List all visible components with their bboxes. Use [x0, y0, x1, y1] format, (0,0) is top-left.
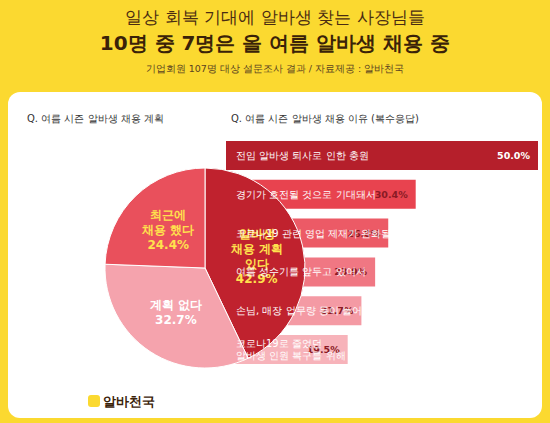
svg-text:24.4%: 24.4%	[147, 238, 189, 252]
svg-text:채용 계획: 채용 계획	[230, 242, 283, 256]
svg-text:코로나19로 줄었던: 코로나19로 줄었던	[236, 338, 322, 349]
svg-text:코로나19 관련 영업 제재가 완화될 것 같아서: 코로나19 관련 영업 제재가 완화될 것 같아서	[236, 228, 438, 239]
html-text:일상 회복 기대에 알바생 찾는 사장님들: 일상 회복 기대에 알바생 찾는 사장님들	[125, 7, 425, 27]
svg-text:채용 했다: 채용 했다	[141, 223, 194, 237]
svg-text:42.9%: 42.9%	[235, 271, 278, 286]
svg-text:Q. 여름 시즌 알바생 채용 이유 (복수응답): Q. 여름 시즌 알바생 채용 이유 (복수응답)	[231, 113, 419, 124]
svg-text:손님, 매장 업무량 등이 늘어나서: 손님, 매장 업무량 등이 늘어나서	[236, 305, 382, 316]
svg-text:경기가 호전될 것으로 기대돼서: 경기가 호전될 것으로 기대돼서	[236, 189, 376, 200]
html-text:기업회원 107명 대상 설문조사 결과 / 자료제공 :: 기업회원 107명 대상 설문조사 결과 / 자료제공 : 알바천국	[145, 63, 405, 74]
svg-text:있다: 있다	[244, 256, 269, 271]
svg-text:Q. 여름 시즌 알바생 채용 계획: Q. 여름 시즌 알바생 채용 계획	[27, 113, 164, 124]
svg-text:알바생 인원 복구를 위해: 알바생 인원 복구를 위해	[236, 350, 346, 361]
svg-text:계획 없다: 계획 없다	[150, 298, 202, 312]
svg-text:최근에: 최근에	[150, 208, 186, 222]
svg-text:전임 알바생 퇴사로 인한 충원: 전임 알바생 퇴사로 인한 충원	[236, 150, 369, 161]
html-text:10명 중 7명은 올 여름 알바생 채용 중: 10명 중 7명은 올 여름 알바생 채용 중	[99, 31, 451, 55]
html-text:알바천국: 알바천국	[103, 394, 155, 409]
svg-text:30.4%: 30.4%	[375, 189, 408, 200]
svg-text:50.0%: 50.0%	[497, 150, 530, 161]
svg-text:32.7%: 32.7%	[155, 313, 197, 327]
svg-text:여름 성수기를 앞두고 있어서: 여름 성수기를 앞두고 있어서	[236, 266, 366, 277]
